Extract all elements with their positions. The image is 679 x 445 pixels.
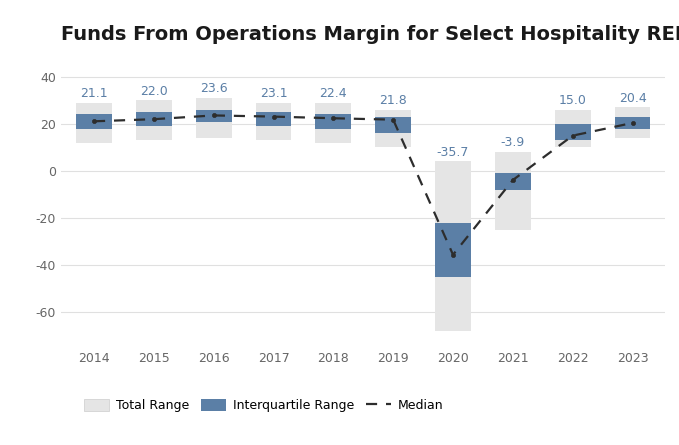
- Text: 22.0: 22.0: [140, 85, 168, 97]
- Text: Funds From Operations Margin for Select Hospitality REITs: Funds From Operations Margin for Select …: [61, 24, 679, 44]
- Bar: [76, 103, 112, 143]
- Bar: [614, 107, 650, 138]
- Bar: [196, 98, 232, 138]
- Text: 21.8: 21.8: [380, 94, 407, 107]
- Bar: [435, 162, 471, 331]
- Bar: [255, 103, 291, 140]
- Text: -3.9: -3.9: [500, 136, 525, 149]
- Bar: [555, 110, 591, 147]
- Bar: [555, 124, 591, 140]
- Bar: [495, 173, 531, 190]
- Bar: [196, 110, 232, 121]
- Bar: [136, 112, 172, 126]
- Bar: [316, 114, 351, 129]
- Bar: [614, 117, 650, 129]
- Text: 23.1: 23.1: [259, 87, 287, 100]
- Text: 20.4: 20.4: [619, 92, 646, 105]
- Bar: [495, 152, 531, 230]
- Text: 21.1: 21.1: [80, 87, 108, 100]
- Text: 23.6: 23.6: [200, 82, 227, 95]
- Bar: [76, 114, 112, 129]
- Legend: Total Range, Interquartile Range, Median: Total Range, Interquartile Range, Median: [79, 394, 448, 417]
- Bar: [136, 101, 172, 140]
- Bar: [316, 103, 351, 143]
- Text: 22.4: 22.4: [320, 87, 347, 100]
- Bar: [375, 117, 411, 134]
- Text: 15.0: 15.0: [559, 94, 587, 107]
- Bar: [435, 222, 471, 277]
- Text: -35.7: -35.7: [437, 146, 469, 159]
- Bar: [375, 110, 411, 147]
- Bar: [255, 112, 291, 126]
